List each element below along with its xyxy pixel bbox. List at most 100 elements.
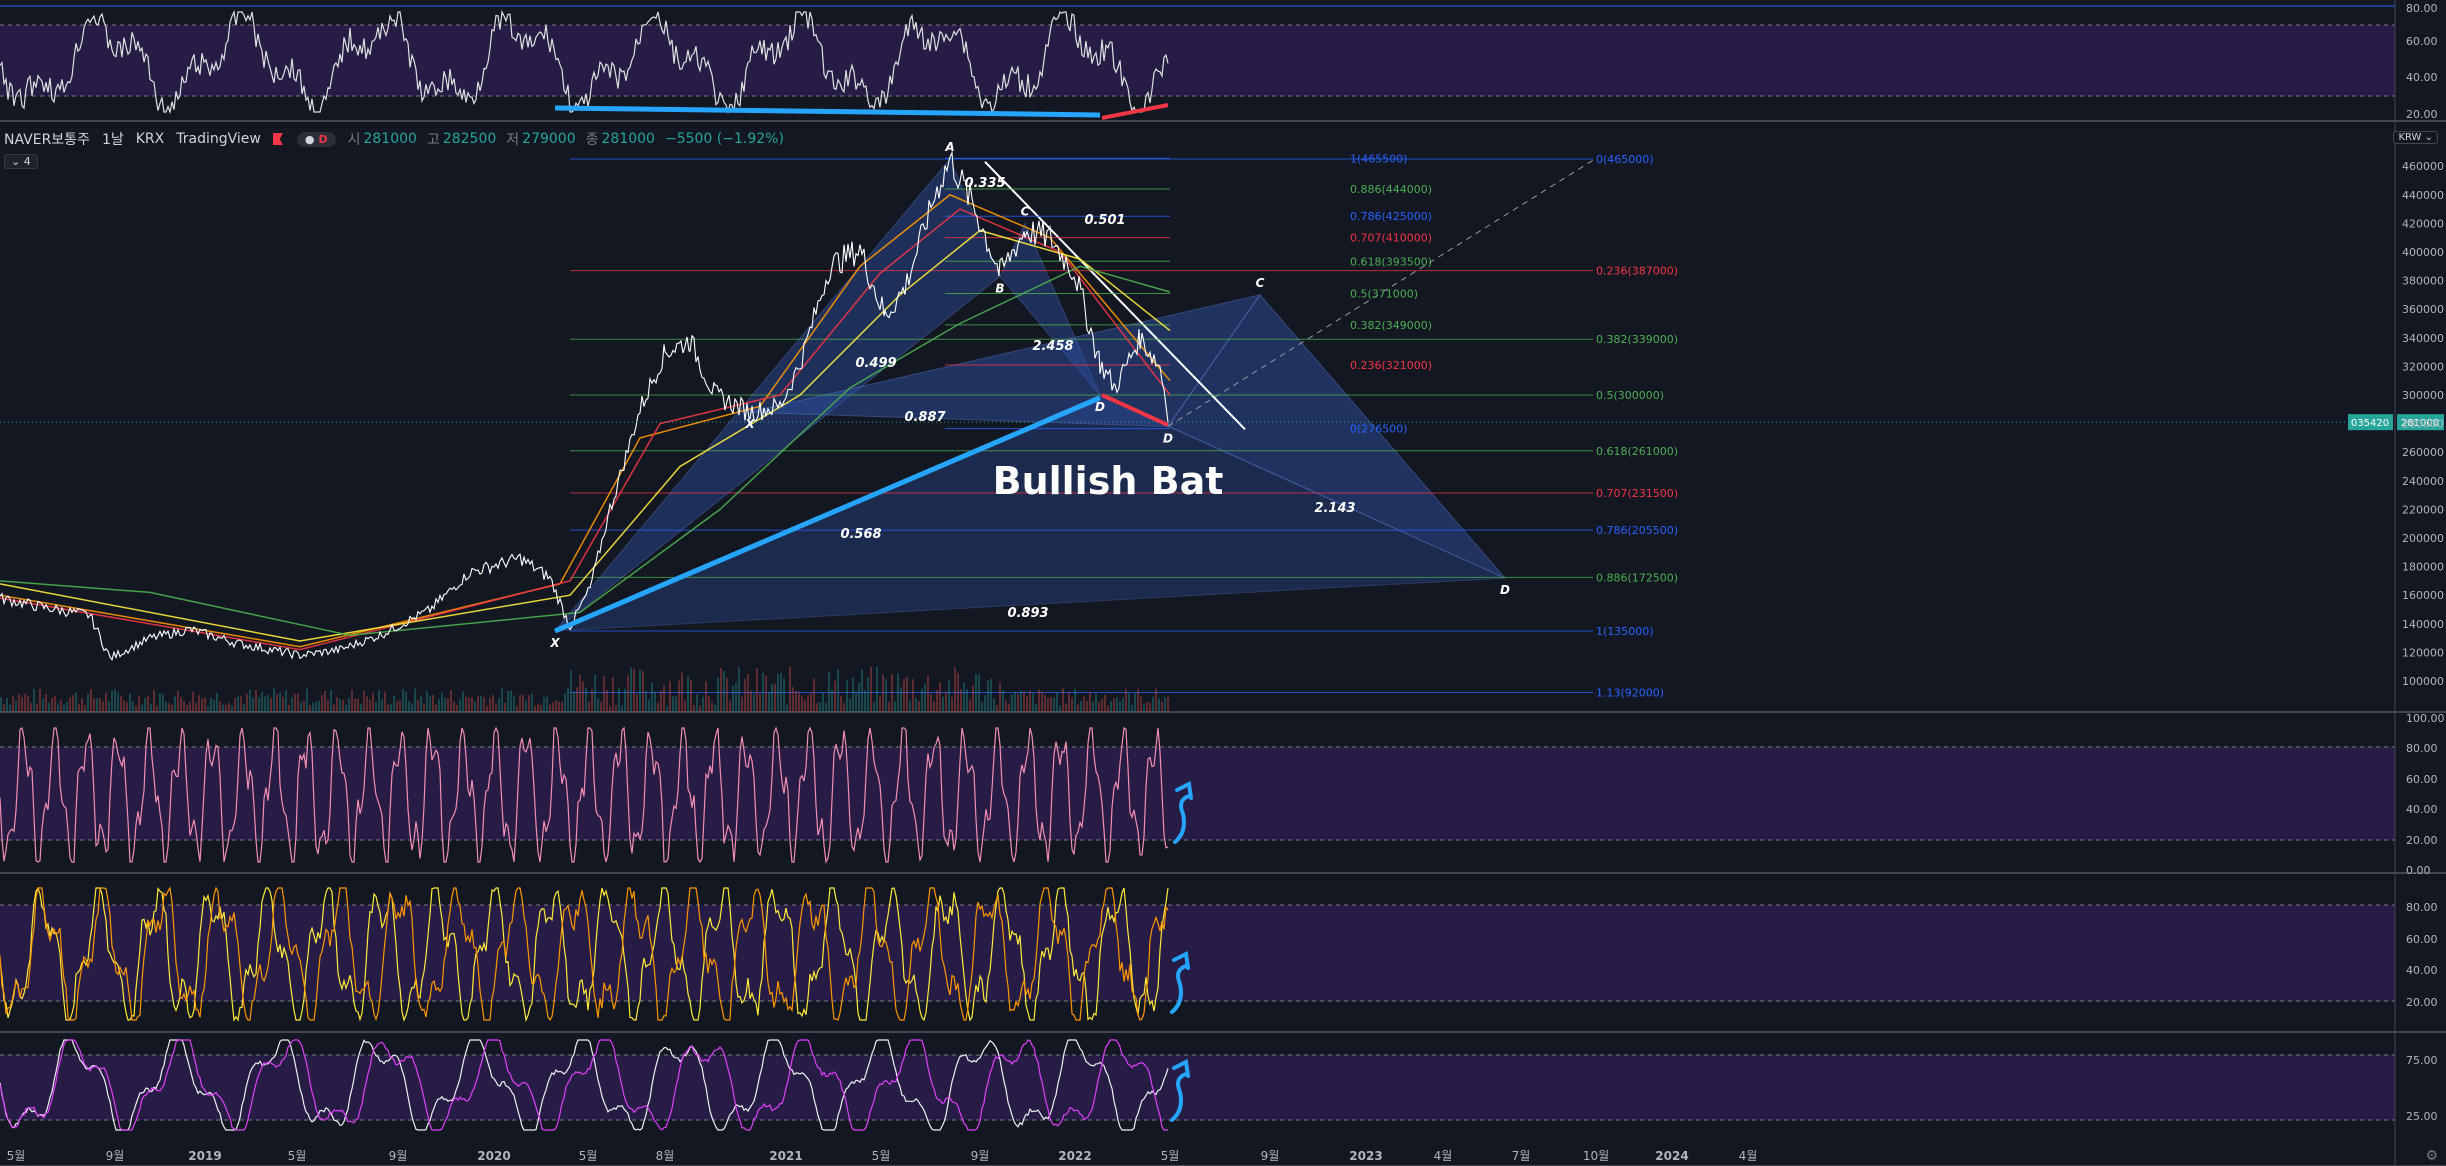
volume-bar [162, 694, 164, 712]
volume-bar [339, 698, 341, 712]
volume-bar [774, 683, 776, 712]
flag-icon[interactable] [272, 133, 283, 145]
volume-bar [648, 699, 650, 712]
volume-bar [378, 690, 380, 712]
volume-bar [786, 704, 788, 712]
volume-bar [123, 700, 125, 712]
volume-bar [147, 695, 149, 712]
interval-label[interactable]: 1날 [101, 132, 124, 148]
close-value: 281000 [601, 131, 655, 147]
currency-selector[interactable]: KRW ⌄ [2393, 131, 2438, 144]
price-tick-label: 240000 [2402, 475, 2444, 488]
volume-bar [315, 701, 317, 712]
volume-bar [81, 697, 83, 712]
volume-bar [489, 697, 491, 712]
volume-bar [1080, 700, 1082, 712]
symbol-name[interactable]: NAVER보통주 [4, 132, 90, 148]
rsi-divergence-line [554, 105, 1101, 118]
volume-bar [903, 678, 905, 712]
volume-bar [534, 705, 536, 712]
volume-bar [867, 676, 869, 712]
volume-bar [318, 700, 320, 712]
fib-label-right: 0.236(387000) [1596, 265, 1678, 278]
volume-bar [684, 700, 686, 712]
indicator-collapse-button[interactable]: ⌄ 4 [4, 154, 38, 169]
volume-bar [843, 703, 845, 712]
volume-bar [504, 702, 506, 712]
time-tick-label: 8월 [656, 1149, 675, 1163]
volume-bar [255, 690, 257, 712]
symbol-tag-bg [2348, 414, 2393, 431]
up-arrow-icon [1170, 964, 1188, 1014]
volume-bar [699, 705, 701, 712]
fib-label-right: 0(465000) [1596, 153, 1654, 166]
high-value: 282500 [442, 131, 497, 147]
volume-bar [576, 687, 578, 712]
volume-bar [108, 701, 110, 712]
volume-bar [912, 679, 914, 712]
volume-bar [603, 675, 605, 712]
up-arrow-icon [1170, 1072, 1188, 1122]
volume-bar [90, 688, 92, 712]
time-tick-label: 2019 [188, 1149, 221, 1163]
ratio-label: 2.143 [1314, 501, 1355, 516]
volume-bar [1095, 693, 1097, 712]
volume-bar [984, 694, 986, 712]
volume-bar [783, 678, 785, 712]
harmonic-point-label: A [944, 140, 954, 154]
volume-bar [105, 692, 107, 712]
data-badge[interactable]: ● D [296, 131, 336, 147]
volume-bar [3, 703, 5, 712]
volume-bar [1077, 704, 1079, 712]
volume-bar [42, 698, 44, 712]
fib-label-right: 1.13(92000) [1596, 687, 1664, 700]
volume-bar [540, 704, 542, 712]
volume-bar [126, 702, 128, 712]
volume-bar [243, 703, 245, 712]
volume-bar [828, 672, 830, 712]
volume-bar [459, 699, 461, 712]
volume-bar [708, 695, 710, 712]
volume-bar [480, 695, 482, 712]
volume-bar [927, 675, 929, 712]
volume-bar [1008, 703, 1010, 712]
time-tick-label: 2024 [1655, 1149, 1688, 1163]
volume-bar [12, 695, 14, 712]
volume-bar [423, 703, 425, 712]
volume-bar [1092, 701, 1094, 712]
volume-bar [51, 697, 53, 712]
volume-bar [405, 691, 407, 712]
volume-bar [261, 691, 263, 712]
trend-line [984, 161, 1246, 431]
volume-bar [915, 697, 917, 712]
volume-bar [45, 693, 47, 712]
price-tick-label: 460000 [2402, 160, 2444, 173]
volume-bar [249, 689, 251, 712]
volume-bar [1011, 694, 1013, 712]
volume-bar [1044, 694, 1046, 712]
indicator-tick-label: 0.00 [2406, 864, 2431, 877]
volume-bar [144, 697, 146, 712]
volume-bar [492, 694, 494, 712]
gear-icon[interactable]: ⚙ [2425, 1148, 2438, 1164]
volume-bar [819, 702, 821, 712]
moving-average-line [0, 265, 1171, 637]
volume-bar [174, 696, 176, 712]
time-tick-label: 2020 [477, 1149, 510, 1163]
harmonic-point-label: C [1021, 204, 1030, 218]
volume-bar [906, 676, 908, 712]
volume-bar [882, 674, 884, 712]
volume-bar [1041, 691, 1043, 712]
volume-bar [54, 696, 56, 712]
volume-bar [852, 677, 854, 712]
volume-bar [750, 690, 752, 712]
volume-bar [879, 695, 881, 712]
price-tick-label: 320000 [2402, 360, 2444, 373]
indicator-band [0, 747, 2395, 840]
volume-bar [1149, 702, 1151, 712]
volume-bar [696, 694, 698, 712]
volume-bar [810, 692, 812, 712]
volume-bar [975, 673, 977, 712]
volume-bar [933, 701, 935, 712]
